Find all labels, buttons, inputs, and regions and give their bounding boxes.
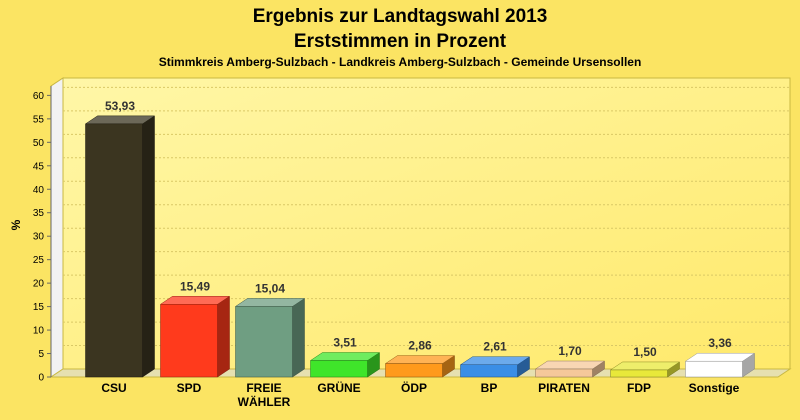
bar-side (142, 115, 155, 378)
bar-value-label: 3,36 (708, 336, 732, 350)
bar-front (460, 364, 518, 378)
y-tick-label: 55 (33, 114, 45, 125)
chart-subtitle: Stimmkreis Amberg-Sulzbach - Landkreis A… (159, 55, 642, 69)
bar-value-label: 2,61 (483, 340, 507, 354)
bar-2: 15,04 (234, 281, 306, 378)
y-tick-label: 30 (33, 232, 45, 243)
bar-side (217, 295, 230, 378)
bar-8: 3,36 (684, 336, 756, 378)
bar-top (534, 360, 606, 370)
y-axis: 0 5 10 15 20 25 30 35 40 45 50 55 60 (33, 86, 52, 384)
bar-6: 1,70 (534, 344, 606, 378)
y-tick-label: 40 (33, 185, 45, 196)
category-label: FREIE (246, 381, 281, 395)
y-tick-label: 5 (38, 349, 44, 360)
bar-front (610, 369, 668, 378)
y-tick-label: 25 (33, 255, 45, 266)
bar-7: 1,50 (609, 345, 681, 378)
bar-3: 3,51 (309, 336, 381, 378)
bar-top (309, 352, 381, 361)
bar-0: 53,93 (84, 99, 156, 378)
bar-4: 2,86 (384, 339, 456, 378)
y-tick-label: 20 (33, 279, 45, 290)
y-tick-label: 60 (33, 91, 45, 102)
chart-title: Ergebnis zur Landtagswahl 2013 (253, 6, 548, 27)
category-label: GRÜNE (317, 380, 360, 395)
category-label: PIRATEN (538, 381, 590, 395)
bar-5: 2,61 (459, 340, 531, 378)
bar-1: 15,49 (159, 279, 231, 378)
bar-value-label: 15,04 (255, 281, 285, 295)
bar-front (160, 304, 218, 378)
bar-top (384, 355, 456, 364)
bar-top (459, 356, 531, 365)
chart-title-line2: Erststimmen in Prozent (294, 31, 507, 52)
category-label: SPD (177, 381, 202, 395)
category-label: BP (481, 381, 498, 395)
y-tick-label: 15 (33, 302, 45, 313)
bar-value-label: 3,51 (333, 336, 357, 350)
bar-value-label: 2,86 (408, 339, 432, 353)
y-tick-label: 45 (33, 161, 45, 172)
bars: 53,93 15,49 15,04 3,51 2,86 2,61 1,70 1,50 3,36 (84, 99, 756, 378)
bar-top (234, 298, 306, 307)
y-tick-label: 35 (33, 208, 45, 219)
bar-top (159, 296, 231, 305)
y-axis-label: % (9, 219, 23, 230)
y-tick-label: 50 (33, 138, 45, 149)
bar-value-label: 1,50 (633, 345, 657, 359)
category-label: WÄHLER (238, 394, 291, 409)
bar-value-label: 53,93 (105, 99, 135, 113)
bar-value-label: 1,70 (558, 344, 582, 358)
category-label: FDP (627, 381, 651, 395)
grid-lines (63, 86, 790, 347)
bar-front (385, 363, 443, 378)
y-tick-label: 0 (38, 373, 44, 384)
plot-side-wall (50, 77, 64, 378)
bar-top (609, 361, 681, 371)
bar-top (684, 352, 756, 362)
bar-front (310, 360, 368, 378)
category-label: Sonstige (689, 381, 740, 395)
bar-top (84, 115, 156, 125)
bar-side (292, 297, 305, 378)
bar-value-label: 15,49 (180, 279, 210, 293)
category-label: ÖDP (401, 380, 427, 395)
bar-front (85, 123, 143, 378)
bar-front (535, 368, 593, 378)
bar-front (235, 306, 293, 378)
category-label: CSU (101, 381, 126, 395)
y-tick-label: 10 (33, 326, 45, 337)
bar-front (685, 360, 743, 378)
